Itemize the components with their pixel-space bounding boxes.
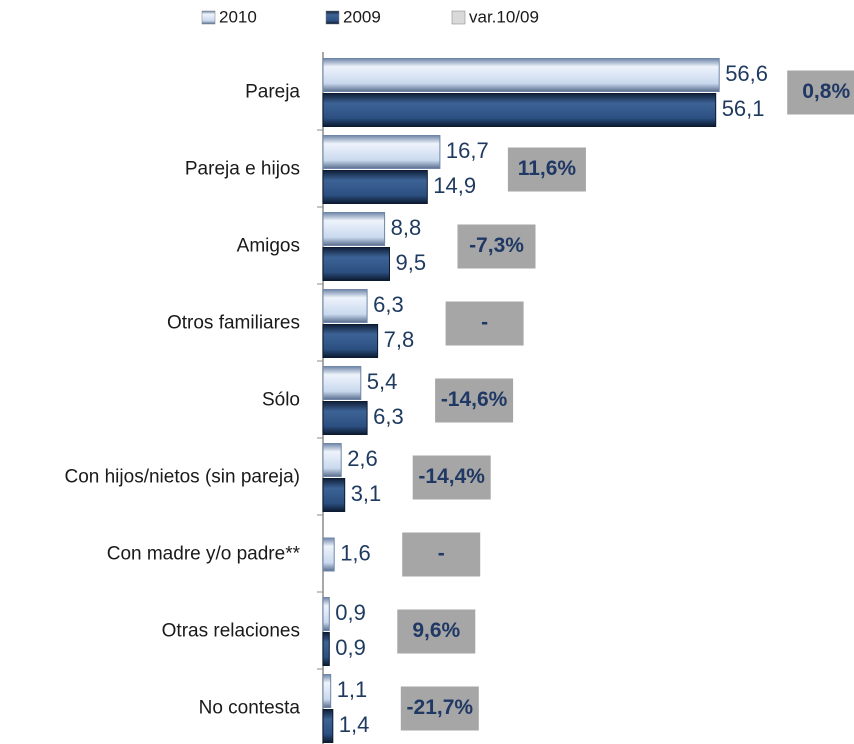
category-label: Pareja e hijos <box>185 159 300 180</box>
variation-label: -14,4% <box>418 465 485 488</box>
value-label: 6,3 <box>373 292 404 317</box>
value-label: 56,1 <box>722 96 765 121</box>
variation-label: -14,6% <box>441 388 508 411</box>
bar <box>322 289 368 323</box>
variation-box <box>507 147 586 192</box>
legend-swatch <box>325 10 340 25</box>
bar <box>322 709 334 743</box>
bar <box>322 170 428 204</box>
category-label: No contesta <box>199 698 301 719</box>
category-label: Sólo <box>262 390 300 411</box>
value-label: 1,1 <box>337 677 368 702</box>
bar <box>322 401 368 435</box>
bar <box>322 212 386 246</box>
variation-box <box>397 609 476 654</box>
variation-box <box>400 686 479 731</box>
bar <box>322 597 330 631</box>
value-label: 2,6 <box>347 446 378 471</box>
value-label: 3,1 <box>351 481 382 506</box>
bar <box>322 537 335 572</box>
value-label: 0,9 <box>335 635 366 660</box>
variation-label: -7,3% <box>469 234 524 257</box>
bar <box>322 135 441 169</box>
category-label: Otras relaciones <box>162 621 300 642</box>
legend-label: 2010 <box>219 7 257 26</box>
bar <box>322 247 390 281</box>
bar <box>322 58 720 92</box>
bar <box>322 93 717 127</box>
variation-box <box>402 532 481 577</box>
legend-label: var.10/09 <box>469 7 539 26</box>
legend-label: 2009 <box>343 7 381 26</box>
category-label: Con madre y/o padre** <box>107 544 301 565</box>
variation-label: - <box>438 542 445 565</box>
variation-box <box>412 455 491 500</box>
bar <box>322 366 362 400</box>
variation-label: 0,8% <box>802 80 850 103</box>
value-label: 0,9 <box>335 600 366 625</box>
value-label: 6,3 <box>373 404 404 429</box>
category-label: Amigos <box>237 236 300 257</box>
legend-swatch <box>201 10 216 25</box>
category-label: Con hijos/nietos (sin pareja) <box>64 467 300 488</box>
value-label: 1,4 <box>339 712 370 737</box>
value-label: 56,6 <box>725 61 768 86</box>
category-label: Otros familiares <box>167 313 300 334</box>
value-label: 16,7 <box>446 138 489 163</box>
value-label: 9,5 <box>396 250 427 275</box>
bar <box>322 674 332 708</box>
bar <box>322 324 379 358</box>
value-label: 5,4 <box>367 369 398 394</box>
value-label: 1,6 <box>340 540 371 565</box>
variation-label: 9,6% <box>412 619 460 642</box>
value-label: 14,9 <box>433 173 476 198</box>
bar <box>322 478 346 512</box>
bar <box>322 632 330 666</box>
variation-box <box>457 224 536 269</box>
bar <box>322 443 342 477</box>
category-label: Pareja <box>245 82 300 103</box>
variation-label: 11,6% <box>518 157 577 180</box>
variation-box <box>435 378 514 423</box>
variation-label: - <box>481 311 488 334</box>
legend-swatch <box>451 10 466 25</box>
variation-label: -21,7% <box>407 696 474 719</box>
variation-box <box>787 70 854 115</box>
variation-box <box>445 301 524 346</box>
value-label: 8,8 <box>391 215 422 240</box>
value-label: 7,8 <box>384 327 415 352</box>
